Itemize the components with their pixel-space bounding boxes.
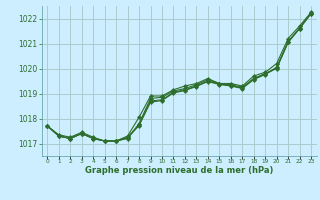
X-axis label: Graphe pression niveau de la mer (hPa): Graphe pression niveau de la mer (hPa) (85, 166, 273, 175)
